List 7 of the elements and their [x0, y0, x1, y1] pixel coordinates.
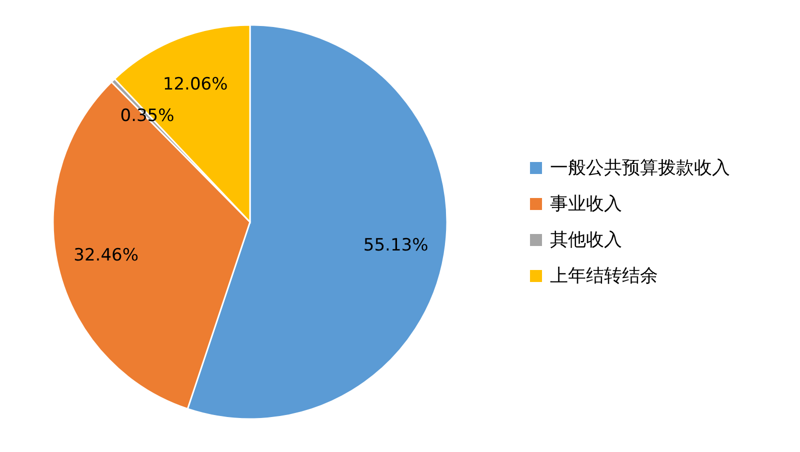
- data-label: 12.06%: [162, 74, 228, 95]
- legend-label: 事业收入: [550, 194, 622, 214]
- legend-label: 一般公共预算拨款收入: [550, 158, 730, 178]
- legend-label: 上年结转结余: [550, 266, 658, 286]
- data-label: 32.46%: [74, 246, 139, 266]
- data-label: 55.13%: [363, 236, 428, 256]
- legend-label: 其他收入: [550, 230, 622, 250]
